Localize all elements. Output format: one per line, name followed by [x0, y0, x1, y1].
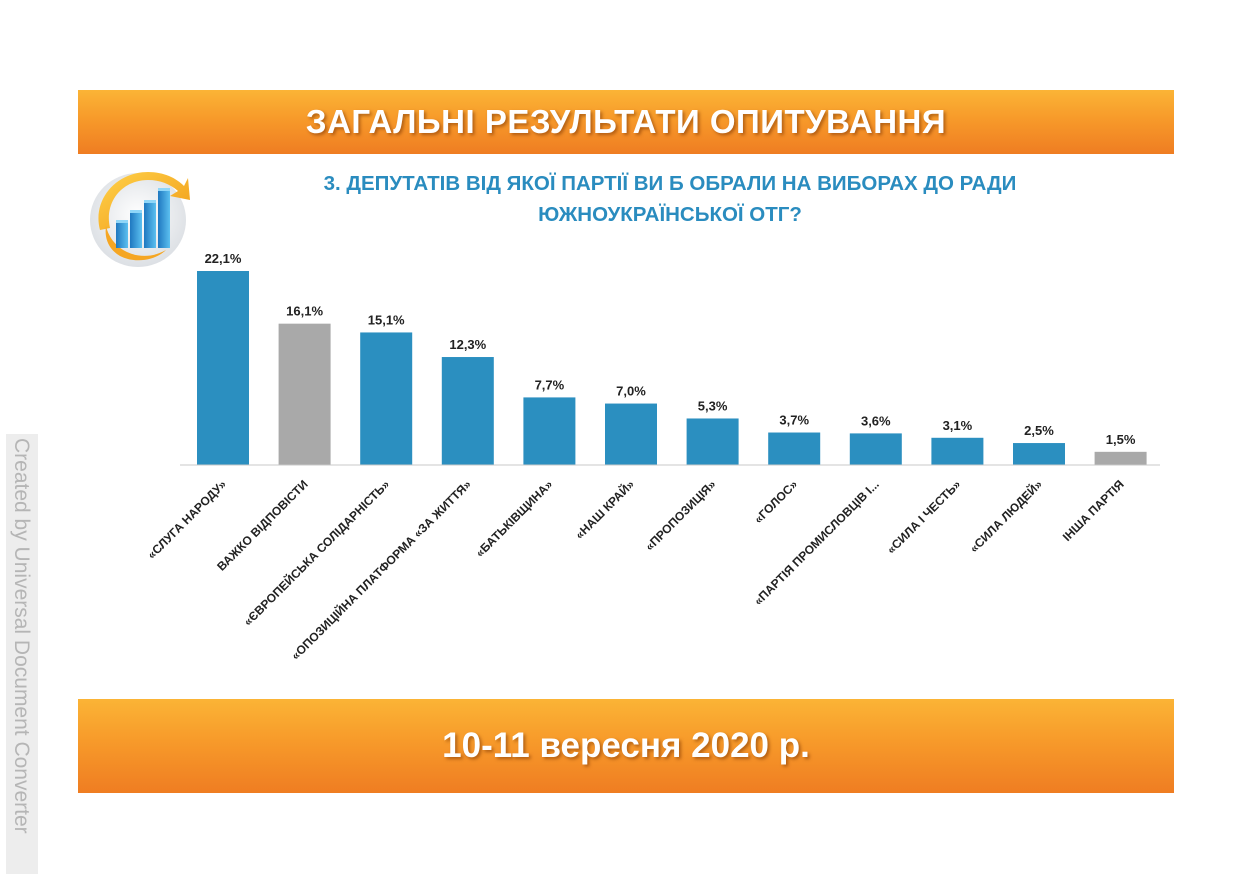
bar-7	[686, 418, 739, 465]
bar-4	[441, 357, 494, 465]
question-line-1: 3. ДЕПУТАТІВ ВІД ЯКОЇ ПАРТІЇ ВИ Б ОБРАЛИ…	[323, 172, 1017, 195]
chart-category-labels: «СЛУГА НАРОДУ»ВАЖКО ВІДПОВІСТИ«ЄВРОПЕЙСЬ…	[144, 476, 1126, 662]
question-line-2: ЮЖНОУКРАЇНСЬКОЇ ОТГ?	[538, 203, 802, 226]
survey-question: 3. ДЕПУТАТІВ ВІД ЯКОЇ ПАРТІЇ ВИ Б ОБРАЛИ…	[240, 168, 1100, 230]
data-label-12: 1,5%	[1106, 432, 1136, 447]
survey-date: 10-11 вересня 2020 р.	[442, 726, 810, 765]
bar-5	[523, 397, 576, 465]
bar-9	[849, 433, 902, 465]
data-label-6: 7,0%	[616, 384, 646, 399]
data-label-2: 16,1%	[286, 304, 323, 319]
bar-chart-arrow-logo-icon	[86, 160, 192, 270]
category-label-4: «ОПОЗИЦІЙНА ПЛАТФОРМА «ЗА ЖИТТЯ»	[288, 476, 474, 662]
data-label-1: 22,1%	[205, 251, 242, 266]
bar-1	[197, 271, 249, 465]
bar-8	[768, 432, 821, 465]
bar-2	[278, 323, 331, 465]
page-title: ЗАГАЛЬНІ РЕЗУЛЬТАТИ ОПИТУВАННЯ	[305, 103, 947, 140]
bar-3	[360, 332, 413, 465]
category-label-10: «СИЛА І ЧЕСТЬ»	[884, 477, 964, 557]
category-label-7: «ПРОПОЗИЦІЯ»	[642, 477, 719, 554]
data-label-8: 3,7%	[779, 413, 809, 428]
footer-banner: 10-11 вересня 2020 р.	[78, 699, 1174, 793]
category-label-3: «ЄВРОПЕЙСЬКА СОЛІДАРНІСТЬ»	[240, 476, 392, 628]
header-banner: ЗАГАЛЬНІ РЕЗУЛЬТАТИ ОПИТУВАННЯ	[78, 90, 1174, 154]
data-label-7: 5,3%	[698, 398, 728, 413]
data-label-10: 3,1%	[943, 418, 973, 433]
category-label-8: «ГОЛОС»	[751, 477, 800, 526]
bar-12	[1094, 451, 1147, 465]
category-label-11: «СИЛА ЛЮДЕЙ»	[966, 476, 1045, 555]
data-label-9: 3,6%	[861, 413, 891, 428]
bar-6	[605, 403, 657, 465]
chart-data-labels: 22,1% 16,1% 15,1% 12,3% 7,7% 7,0% 5,3% 3,7% 3,6%…	[205, 251, 1136, 447]
data-label-4: 12,3%	[449, 337, 486, 352]
bar-11	[1013, 443, 1065, 465]
category-label-5: «БАТЬКІВЩИНА»	[473, 477, 556, 560]
chart-bars	[197, 271, 1147, 465]
category-label-12: ІНША ПАРТІЯ	[1060, 477, 1127, 544]
category-label-6: «НАШ КРАЙ»	[572, 476, 638, 542]
category-label-2: ВАЖКО ВІДПОВІСТИ	[214, 477, 310, 573]
category-label-1: «СЛУГА НАРОДУ»	[144, 477, 229, 562]
watermark: Created by Universal Document Converter	[6, 434, 38, 874]
data-label-11: 2,5%	[1024, 423, 1054, 438]
bar-10	[931, 437, 984, 465]
data-label-3: 15,1%	[368, 312, 405, 327]
data-label-5: 7,7%	[535, 377, 565, 392]
